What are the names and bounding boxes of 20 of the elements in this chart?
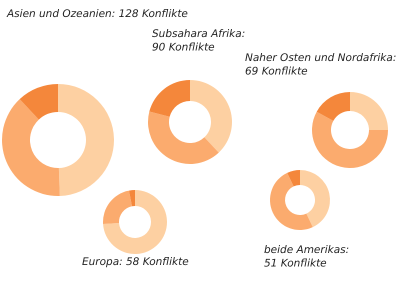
donut-slice bbox=[300, 170, 330, 228]
donut-slice bbox=[129, 190, 135, 206]
chart-title: Asien und Ozeanien: 128 Konflikte bbox=[6, 8, 188, 20]
donut-slice bbox=[103, 190, 167, 254]
donut-slice bbox=[103, 190, 132, 224]
donut-slice bbox=[58, 84, 114, 196]
donut-slice bbox=[350, 92, 388, 130]
donut-slice bbox=[287, 170, 300, 186]
donut-slice bbox=[190, 80, 232, 153]
chart-title: Subsahara Afrika: 90 Konflikte bbox=[152, 28, 246, 54]
text: beide Amerikas: 51 Konflikte bbox=[264, 244, 350, 270]
chart-title: Naher Osten und Nordafrika: 69 Konflikte bbox=[245, 52, 396, 78]
donut-slice bbox=[148, 112, 219, 164]
donut-slice bbox=[312, 112, 388, 168]
donut-slice bbox=[316, 92, 350, 121]
donut-slice bbox=[20, 84, 58, 120]
donut-slice bbox=[2, 99, 60, 196]
donut-slice bbox=[270, 172, 313, 230]
text: Europa: 58 Konflikte bbox=[82, 256, 189, 268]
donut-slice bbox=[149, 80, 190, 117]
